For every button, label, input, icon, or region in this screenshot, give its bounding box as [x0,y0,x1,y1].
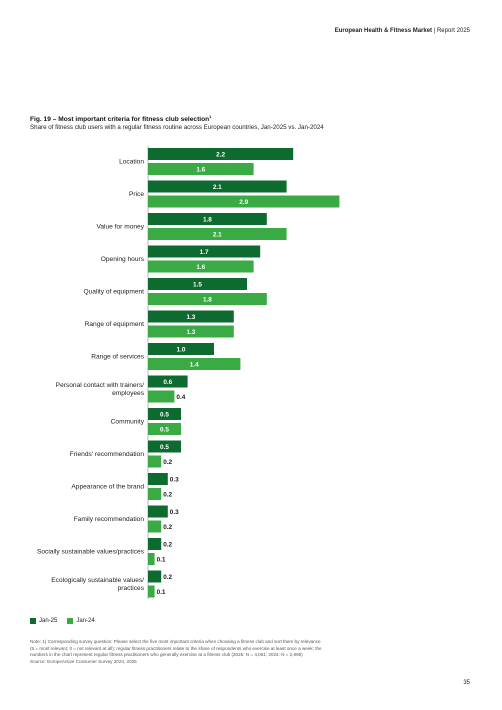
bar-jan24 [148,293,267,305]
report-header: European Health & Fitness Market | Repor… [335,28,470,34]
figure-title-footnote: 1 [209,114,212,119]
bar-jan24 [148,423,181,435]
data-label: 1.6 [196,264,205,271]
category-label: Range of equipment [85,321,145,328]
bar-jan25 [148,180,287,193]
legend-swatch-jan24 [67,618,74,624]
data-label: 0.2 [163,524,172,531]
data-label: 0.3 [170,476,179,483]
data-label: 2.1 [213,184,222,191]
category-label: Family recommendation [74,516,145,523]
bar-jan24 [148,228,287,240]
data-label: 2.2 [216,151,225,158]
bar-jan25 [148,570,162,583]
data-label: 0.5 [160,444,169,451]
bar-jan25 [148,473,168,485]
data-label: 0.1 [157,556,166,563]
data-label: 1.5 [193,281,202,288]
data-label: 2.9 [239,199,248,206]
data-label: 2.1 [213,231,222,238]
bar-jan25 [148,538,162,550]
bar-jan25 [148,148,294,160]
bar-jan24 [148,358,241,370]
bar-jan24 [148,195,340,208]
data-label: 1.4 [190,361,199,368]
legend-label-jan24: Jan-24 [76,618,95,624]
category-label: Personal contact with trainers/employees [56,382,145,397]
legend-item-jan24: Jan-24 [67,618,95,624]
category-label: Price [129,191,144,198]
bar-jan25 [148,343,214,355]
data-label: 1.8 [203,296,212,303]
data-label: 0.6 [163,379,172,386]
bar-jan24 [148,585,155,598]
data-label: 0.2 [163,491,172,498]
data-label: 0.5 [160,411,169,418]
note-line: numbers in the chart represent regular f… [30,652,303,657]
bar-chart: Location 2.2 1.6 Price 2.1 2.9 Value for money… [37,146,340,599]
source-line: Source: EuropeActive Consumer Survey 202… [30,658,137,664]
data-label: 1.8 [203,216,212,223]
header-brand: European Health & Fitness Market [334,28,433,34]
bar-jan24 [148,163,254,175]
page-number: 35 [463,680,470,686]
data-label: 0.1 [157,589,166,596]
bar-jan25 [148,278,247,290]
chart-legend: Jan-25 Jan-24 [30,618,95,624]
note-line: (5 = most relevant; 0 = not relevant at … [30,645,322,651]
bar-jan25 [148,213,267,225]
category-label: Range of services [91,354,144,361]
category-label: Location [119,159,144,166]
bar-jan25 [148,408,181,420]
data-label: 1.0 [177,346,186,353]
category-label: Community [111,419,145,426]
bar-jan25 [148,310,234,323]
figure-title-text: Fig. 19 – Most important criteria for fi… [30,116,210,124]
bar-jan25 [148,440,181,453]
bar-jan24 [148,553,155,565]
bar-jan24 [148,390,175,403]
header-separator: | [432,28,437,34]
category-label: Socially sustainable values/practices [37,549,145,556]
note-line: Note: 1) Corresponding survey question: … [30,639,321,644]
category-label: Appearance of the brand [71,484,144,491]
data-label: 1.6 [196,166,205,173]
category-label: Friends' recommendation [70,451,145,458]
figure-title: Fig. 19 – Most important criteria for fi… [30,114,211,123]
category-label: Ecologically sustainable values/practice… [51,577,144,592]
data-label: 0.2 [163,459,172,466]
data-label: 0.5 [160,426,169,433]
bar-jan24 [148,488,162,500]
bar-jan25 [148,245,261,258]
header-report: Report 2025 [436,28,470,34]
data-label: 1.3 [186,329,195,336]
figure-notes: Note: 1) Corresponding survey question: … [30,639,472,665]
category-label: Quality of equipment [84,289,145,296]
figure-subtitle: Share of fitness club users with a regul… [30,124,324,131]
bar-jan24 [148,260,254,273]
category-label: Opening hours [101,256,145,263]
data-label: 1.3 [186,314,195,321]
legend-label-jan25: Jan-25 [39,618,58,624]
bar-jan24 [148,455,162,468]
data-label: 0.3 [170,509,179,516]
bar-jan25 [148,505,168,518]
data-label: 0.2 [163,574,172,581]
bar-jan24 [148,325,234,338]
bar-jan25 [148,375,188,388]
legend-item-jan25: Jan-25 [30,618,57,624]
bar-jan24 [148,520,162,533]
data-label: 1.7 [200,249,209,256]
category-label: Value for money [96,224,144,231]
data-label: 0.4 [176,394,185,401]
data-label: 0.2 [163,541,172,548]
legend-swatch-jan25 [30,618,36,624]
